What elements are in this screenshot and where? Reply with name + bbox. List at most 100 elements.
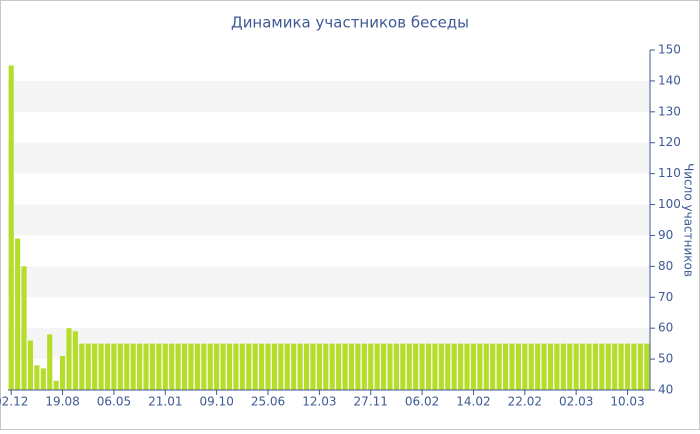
- bar: [515, 343, 521, 390]
- bar: [60, 356, 66, 390]
- bar: [535, 343, 541, 390]
- bar: [580, 343, 586, 390]
- x-tick-label: 19.08: [45, 395, 79, 409]
- bar: [425, 343, 432, 390]
- bar: [477, 343, 483, 390]
- bar: [470, 343, 477, 390]
- bar: [104, 343, 111, 390]
- bar: [336, 343, 342, 390]
- bar: [156, 343, 162, 390]
- y-tick-label: 90: [658, 228, 673, 242]
- bar: [111, 343, 117, 390]
- bar: [355, 343, 361, 390]
- bar: [27, 340, 34, 390]
- x-tick-label: 25.06: [251, 395, 285, 409]
- x-tick-label: 10.03: [610, 395, 644, 409]
- bar: [79, 343, 85, 390]
- grid-band: [8, 266, 650, 298]
- x-tick-label: 02.03: [559, 395, 593, 409]
- x-tick-label: 09.10: [199, 395, 233, 409]
- bar: [381, 343, 387, 390]
- bar: [644, 343, 650, 390]
- bar: [85, 343, 91, 390]
- bar: [220, 343, 226, 390]
- bar: [239, 343, 245, 390]
- bar: [284, 343, 290, 390]
- bar: [413, 343, 419, 390]
- y-axis-label: Число участников: [682, 163, 696, 277]
- bar: [40, 368, 46, 390]
- bar: [98, 343, 104, 390]
- grid-band: [8, 204, 650, 236]
- x-tick-label: 14.02: [456, 395, 490, 409]
- x-tick-label: 27.11: [354, 395, 388, 409]
- bar: [624, 343, 631, 390]
- bar: [246, 343, 252, 390]
- bar: [368, 343, 374, 390]
- bar: [490, 343, 496, 390]
- y-tick-label: 50: [658, 352, 673, 366]
- bar: [342, 343, 348, 390]
- x-tick-label: 02.12: [0, 395, 28, 409]
- bar: [458, 343, 464, 390]
- bar: [547, 343, 554, 390]
- bar: [214, 343, 220, 390]
- bar: [323, 343, 329, 390]
- bar: [34, 365, 40, 390]
- bar: [117, 343, 123, 390]
- bar: [393, 343, 399, 390]
- bar: [432, 343, 438, 390]
- bar: [419, 343, 425, 390]
- bar: [188, 343, 194, 390]
- bar: [278, 343, 284, 390]
- bar: [207, 343, 213, 390]
- bar: [464, 343, 470, 390]
- y-tick-label: 110: [658, 166, 681, 180]
- bar: [502, 343, 509, 390]
- bar: [291, 343, 297, 390]
- bar: [592, 343, 598, 390]
- bar: [400, 343, 406, 390]
- bar: [637, 343, 643, 390]
- bar: [201, 343, 207, 390]
- x-tick-label: 22.02: [508, 395, 542, 409]
- bar: [137, 343, 143, 390]
- bar: [303, 343, 310, 390]
- bar: [496, 343, 502, 390]
- bar: [316, 343, 322, 390]
- y-tick-label: 80: [658, 259, 673, 273]
- bar: [124, 343, 130, 390]
- bar: [438, 343, 444, 390]
- bar: [53, 380, 59, 390]
- bar: [329, 343, 335, 390]
- bar: [612, 343, 618, 390]
- bar: [387, 343, 393, 390]
- bar: [406, 343, 412, 390]
- bar: [573, 343, 579, 390]
- bar: [194, 343, 200, 390]
- bar: [162, 343, 168, 390]
- bar: [554, 343, 560, 390]
- bar: [509, 343, 515, 390]
- bar: [259, 343, 265, 390]
- bar: [271, 343, 277, 390]
- bar: [252, 343, 258, 390]
- bar: [130, 343, 136, 390]
- bar: [374, 343, 380, 390]
- x-tick-label: 12.03: [302, 395, 336, 409]
- y-tick-label: 130: [658, 104, 681, 118]
- bar: [618, 343, 624, 390]
- bar: [92, 343, 98, 390]
- grid-band: [8, 142, 650, 174]
- bar: [599, 343, 605, 390]
- bar: [586, 343, 592, 390]
- bar: [361, 343, 367, 390]
- grid-band: [8, 328, 650, 360]
- bar: [483, 343, 489, 390]
- y-tick-label: 40: [658, 383, 673, 397]
- bar: [297, 343, 303, 390]
- bar: [445, 343, 451, 390]
- bar: [175, 343, 181, 390]
- bar: [149, 343, 156, 390]
